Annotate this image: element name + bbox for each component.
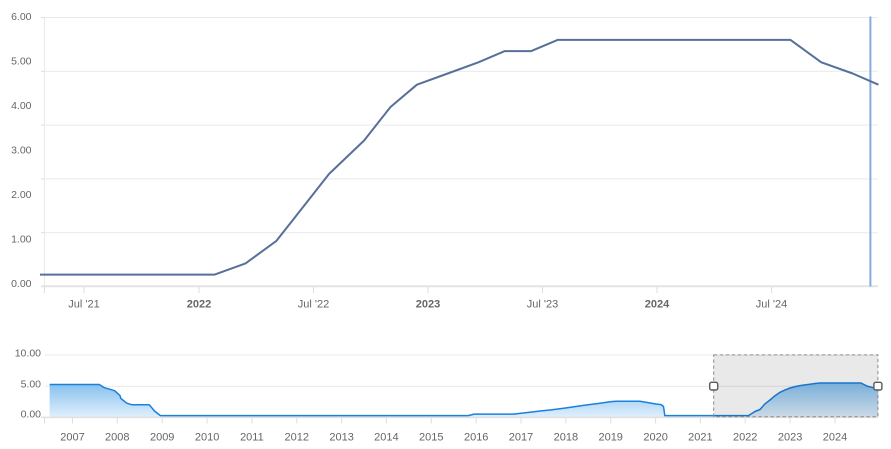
svg-text:Jul '23: Jul '23 [527, 299, 558, 311]
svg-text:2014: 2014 [374, 431, 398, 443]
svg-text:1.00: 1.00 [11, 233, 32, 245]
svg-text:2017: 2017 [509, 431, 533, 443]
svg-text:2019: 2019 [598, 431, 622, 443]
svg-text:2013: 2013 [329, 431, 353, 443]
svg-text:0.00: 0.00 [11, 278, 32, 290]
svg-text:2008: 2008 [105, 431, 129, 443]
svg-text:0.00: 0.00 [21, 409, 42, 421]
svg-text:Jul '21: Jul '21 [68, 299, 99, 311]
svg-text:2020: 2020 [643, 431, 667, 443]
svg-text:2024: 2024 [823, 431, 847, 443]
svg-text:10.00: 10.00 [15, 348, 41, 360]
svg-text:2016: 2016 [464, 431, 488, 443]
svg-text:2022: 2022 [187, 299, 211, 311]
svg-text:2009: 2009 [150, 431, 174, 443]
svg-text:2007: 2007 [60, 431, 84, 443]
svg-text:2018: 2018 [554, 431, 578, 443]
svg-text:2024: 2024 [645, 299, 670, 311]
svg-text:2023: 2023 [416, 299, 440, 311]
svg-text:2012: 2012 [285, 431, 309, 443]
svg-text:2010: 2010 [195, 431, 219, 443]
svg-text:2021: 2021 [688, 431, 712, 443]
svg-text:4.00: 4.00 [11, 100, 32, 112]
svg-text:2022: 2022 [733, 431, 757, 443]
svg-text:2011: 2011 [240, 431, 264, 443]
svg-text:2015: 2015 [419, 431, 443, 443]
svg-text:Jul '22: Jul '22 [298, 299, 329, 311]
svg-text:5.00: 5.00 [11, 56, 32, 68]
svg-text:Jul '24: Jul '24 [756, 299, 787, 311]
svg-text:5.00: 5.00 [21, 379, 42, 391]
svg-text:2.00: 2.00 [11, 189, 32, 201]
svg-text:6.00: 6.00 [11, 11, 32, 23]
svg-text:3.00: 3.00 [11, 145, 32, 157]
svg-text:2023: 2023 [778, 431, 802, 443]
